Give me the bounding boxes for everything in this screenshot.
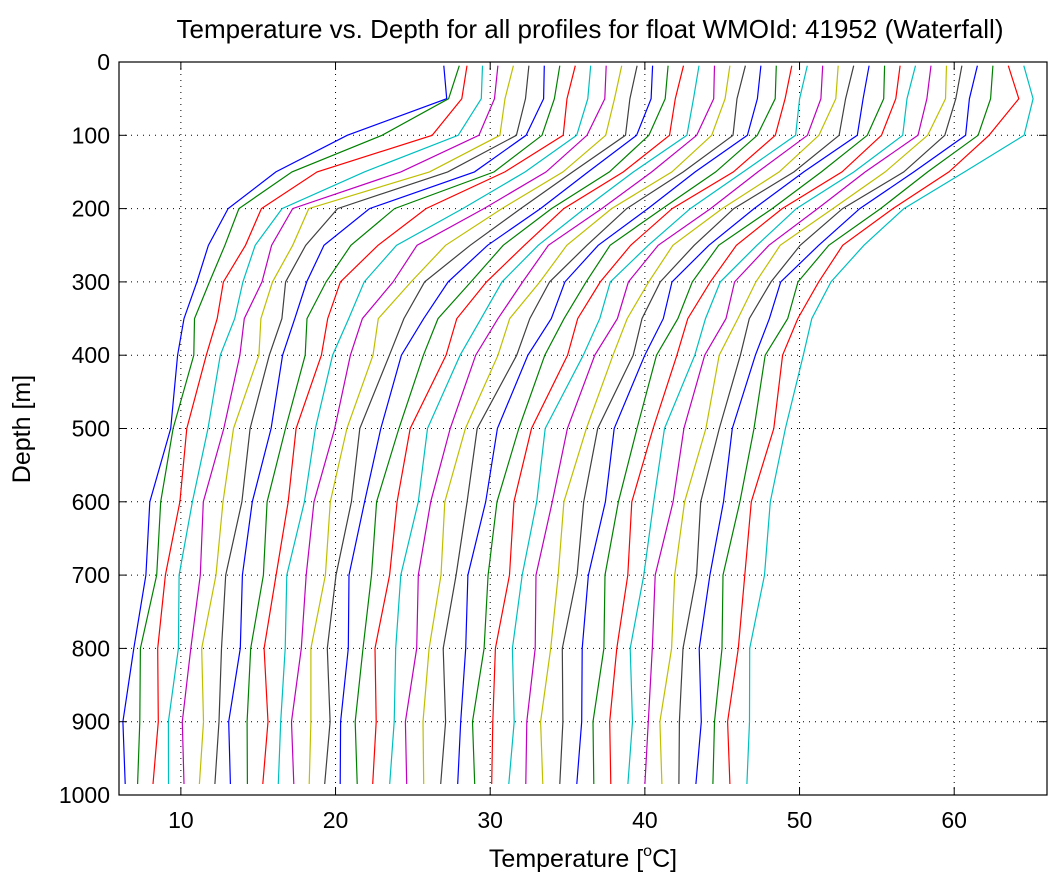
profile-line: [678, 65, 963, 785]
y-tick-label: 500: [72, 416, 110, 442]
profile-line: [525, 65, 824, 785]
profile-line: [644, 65, 932, 785]
profile-line: [440, 65, 746, 785]
x-tick-label: 60: [941, 807, 967, 833]
y-axis-label: Depth [m]: [8, 375, 36, 483]
profile-line: [695, 65, 978, 785]
profile-line: [152, 65, 468, 785]
y-tick-label: 0: [97, 49, 110, 75]
profile-line: [181, 65, 499, 785]
profile-line: [539, 65, 839, 785]
chart-title: Temperature vs. Depth for all profiles f…: [176, 14, 1003, 44]
profile-line: [609, 65, 901, 785]
profile-line: [389, 65, 700, 785]
profile-line: [372, 65, 685, 785]
profile-line: [712, 65, 994, 785]
profile-line: [559, 65, 855, 785]
y-tick-label: 200: [72, 196, 110, 222]
x-axis-label-end: C]: [652, 845, 677, 873]
y-tick-label: 600: [72, 489, 110, 515]
profile-line: [354, 65, 669, 785]
profile-line: [137, 65, 460, 785]
y-tick-label: 300: [72, 269, 110, 295]
profile-line: [726, 65, 1020, 785]
y-tick-label: 800: [72, 635, 110, 661]
x-axis-label-main: Temperature [: [489, 845, 643, 873]
profile-line: [198, 65, 514, 785]
x-tick-label: 10: [168, 807, 194, 833]
grid-lines: [119, 61, 1047, 796]
axis-ticks: 10 20 30 40 50 600100200300400500600700800900…: [59, 49, 1047, 833]
x-tick-label: 20: [323, 807, 349, 833]
x-tick-label: 50: [787, 807, 813, 833]
profile-line: [290, 65, 607, 785]
profile-line: [471, 65, 777, 785]
profile-line: [262, 65, 576, 785]
y-tick-label: 100: [72, 122, 110, 148]
profile-line: [404, 65, 716, 785]
profile-line: [491, 65, 793, 785]
profile-line: [746, 65, 1034, 785]
profile-line: [324, 65, 638, 785]
y-tick-label: 700: [72, 562, 110, 588]
x-axis-label-superscript: o: [643, 843, 652, 860]
y-tick-label: 900: [72, 709, 110, 735]
profile-line: [576, 65, 870, 785]
profile-line: [167, 65, 484, 785]
profile-line: [659, 65, 948, 785]
profile-line: [592, 65, 886, 785]
profile-series: [122, 65, 1034, 785]
profile-line: [308, 65, 623, 785]
y-tick-label: 400: [72, 342, 110, 368]
x-axis-label: Temperature [oC]: [489, 843, 677, 873]
profile-line: [228, 65, 545, 785]
profile-line: [422, 65, 731, 785]
profile-line: [214, 65, 530, 785]
profile-line: [339, 65, 654, 785]
profile-line: [627, 65, 917, 785]
y-tick-label: 1000: [59, 782, 110, 808]
x-tick-label: 40: [632, 807, 658, 833]
profile-line: [508, 65, 808, 785]
profile-line: [277, 65, 592, 785]
x-tick-label: 30: [477, 807, 503, 833]
profile-line: [122, 65, 448, 785]
profile-line: [457, 65, 762, 785]
profile-line: [246, 65, 561, 785]
